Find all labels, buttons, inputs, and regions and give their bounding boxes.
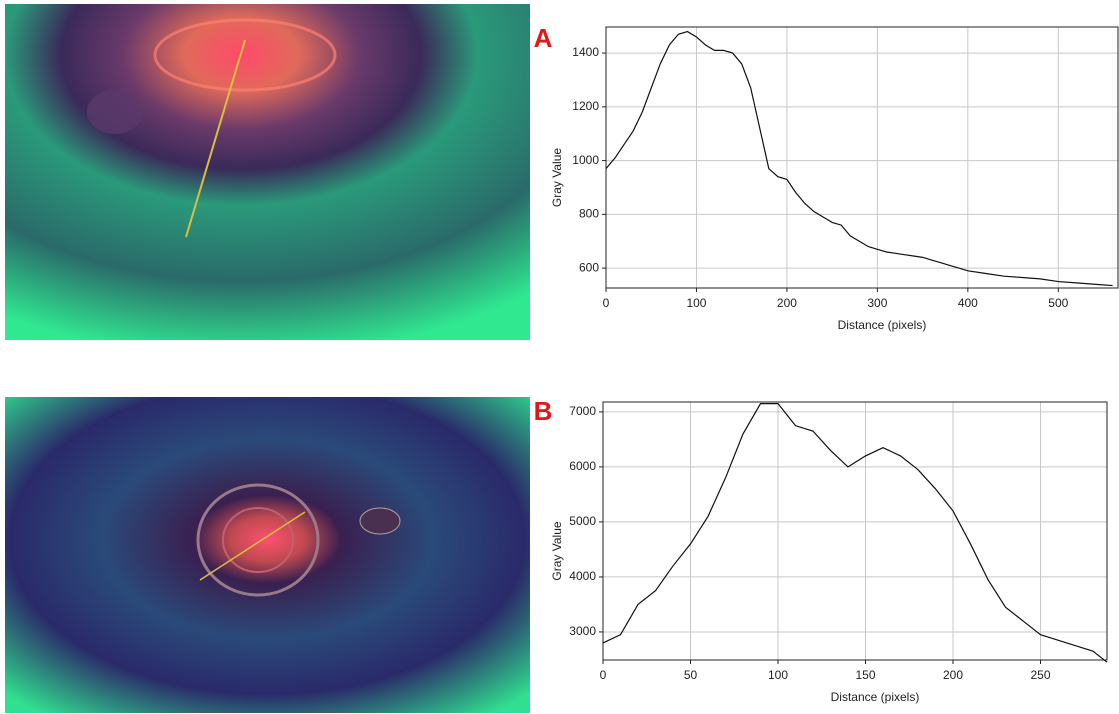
x-tick-label: 100 [686, 296, 706, 310]
panel-label: B [534, 396, 553, 426]
plot-frame [602, 401, 1108, 661]
plot-area [605, 26, 1119, 289]
y-tick-label: 1400 [572, 45, 599, 59]
x-tick-label: 50 [684, 668, 698, 682]
y-tick-label: 1200 [572, 99, 599, 113]
x-axis-label: Distance (pixels) [831, 690, 920, 704]
profile-line [605, 30, 1113, 287]
y-axis-label: Gray Value [550, 521, 564, 580]
y-tick-label: 7000 [569, 404, 596, 418]
y-tick-label: 1000 [572, 153, 599, 167]
micrograph-a [5, 4, 530, 340]
y-tick-label: 600 [579, 260, 599, 274]
panel-label: A [534, 23, 553, 53]
y-axis-label: Gray Value [550, 148, 564, 207]
y-tick-label: 5000 [569, 514, 596, 528]
y-tick-label: 4000 [569, 569, 596, 583]
plot-frame [605, 26, 1119, 289]
x-axis-label: Distance (pixels) [838, 318, 927, 332]
y-tick-label: 800 [579, 207, 599, 221]
x-tick-label: 0 [600, 668, 607, 682]
x-tick-label: 0 [603, 296, 610, 310]
x-tick-label: 200 [777, 296, 797, 310]
x-tick-label: 100 [768, 668, 788, 682]
plot-area [602, 401, 1108, 661]
y-tick-label: 6000 [569, 459, 596, 473]
profile-line [602, 403, 1108, 663]
x-tick-label: 150 [855, 668, 875, 682]
x-tick-label: 200 [943, 668, 963, 682]
x-tick-label: 500 [1048, 296, 1068, 310]
x-tick-label: 300 [867, 296, 887, 310]
x-tick-label: 250 [1030, 668, 1050, 682]
y-tick-label: 3000 [569, 624, 596, 638]
x-tick-label: 400 [958, 296, 978, 310]
micrograph-b [5, 397, 530, 713]
